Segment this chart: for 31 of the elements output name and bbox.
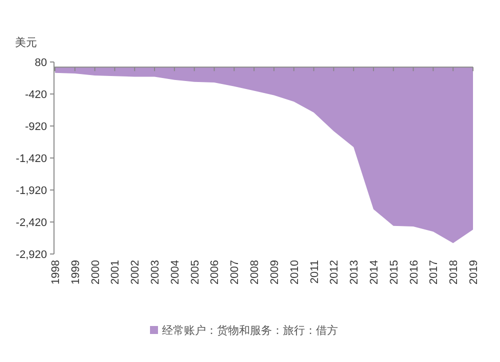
x-tick-label: 2004 [169, 260, 182, 284]
x-tick-label: 2010 [288, 260, 301, 284]
y-tick-label: -420 [24, 88, 47, 101]
x-tick-label: 2001 [110, 260, 122, 284]
x-tick-label: 2002 [130, 260, 142, 284]
x-tick-label: 2014 [368, 260, 380, 284]
y-tick-label: -1,920 [16, 184, 47, 197]
y-tick-label: -1,420 [16, 152, 47, 165]
x-tick-label: 2005 [189, 260, 202, 284]
y-tick-label: -920 [24, 120, 47, 133]
x-tick-label: 1998 [50, 260, 62, 284]
y-tick-label: 80 [34, 56, 47, 69]
x-tick-label: 2012 [328, 260, 341, 284]
x-tick-label: 2009 [268, 260, 281, 284]
x-tick-label: 2018 [448, 260, 460, 284]
x-tick-label: 2013 [348, 260, 361, 284]
y-tick-label: -2,920 [16, 248, 47, 261]
x-tick-label: 2007 [229, 260, 242, 284]
x-tick-label: 2006 [209, 260, 222, 284]
x-tick-label: 2011 [308, 260, 321, 284]
y-axis-title: 美元 [15, 36, 37, 49]
x-tick-label: 2003 [150, 260, 162, 284]
x-tick-label: 1999 [70, 260, 82, 284]
x-tick-label: 2016 [408, 260, 420, 284]
x-tick-label: 2008 [249, 260, 262, 284]
x-tick-label: 2019 [468, 260, 480, 284]
x-tick-label: 2015 [388, 260, 400, 284]
legend-label: 经常账户：货物和服务：旅行：借方 [162, 324, 338, 337]
y-tick-label: -2,420 [16, 216, 47, 229]
x-tick-label: 2000 [90, 260, 102, 284]
x-tick-label: 2017 [428, 260, 440, 284]
